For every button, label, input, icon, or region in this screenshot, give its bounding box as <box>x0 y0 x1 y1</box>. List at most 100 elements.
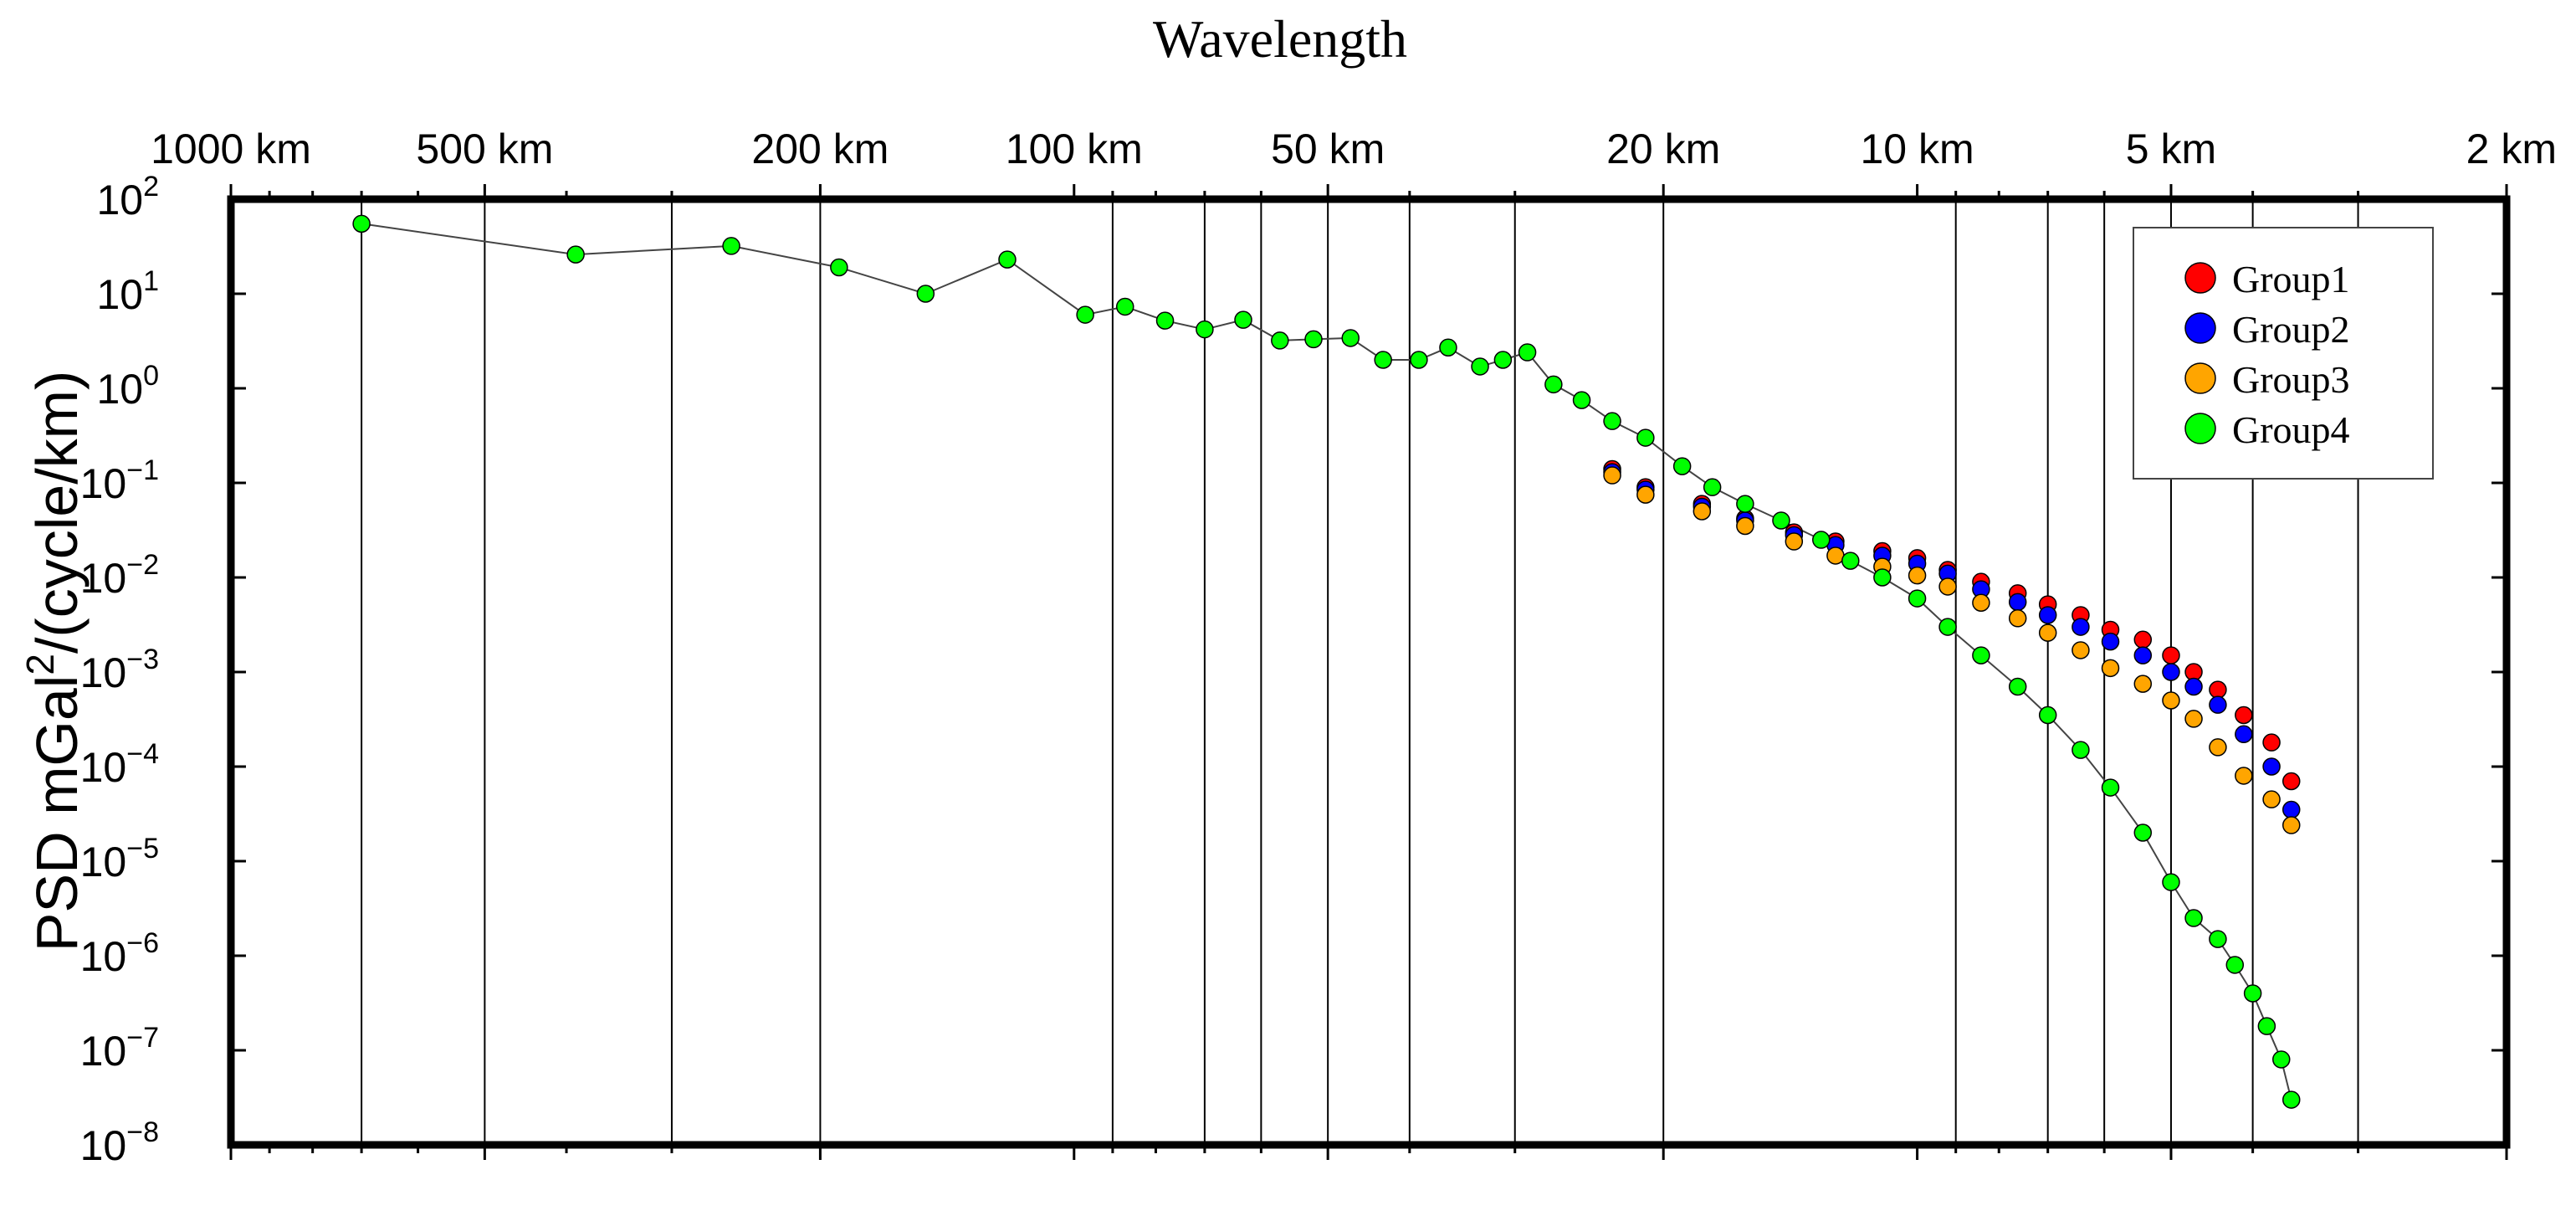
data-point-group4 <box>1603 412 1621 430</box>
data-point-group3 <box>1693 502 1712 521</box>
data-point-group4 <box>2162 873 2180 891</box>
legend-label-group2: Group2 <box>2232 308 2350 351</box>
data-point-group2 <box>2072 618 2090 636</box>
y-tick-exp: 1 <box>143 265 159 297</box>
data-point-group1 <box>2209 680 2227 699</box>
data-point-group4 <box>1234 310 1252 329</box>
y-tick-base: 10 <box>80 1122 127 1169</box>
data-point-group3 <box>2101 659 2120 678</box>
data-point-group4 <box>1271 331 1289 350</box>
data-point-group3 <box>2133 675 2153 693</box>
data-point-group3 <box>1736 516 1754 536</box>
data-point-group3 <box>1908 566 1927 585</box>
data-point-group1 <box>2133 630 2153 649</box>
svg-text:PSD mGal2/(cycle/km): PSD mGal2/(cycle/km) <box>18 371 90 952</box>
y-tick-label: 10−7 <box>80 1022 159 1075</box>
data-point-group4 <box>1908 589 1927 608</box>
data-point-group4 <box>1341 329 1360 347</box>
data-point-group3 <box>1636 485 1655 504</box>
y-tick-exp: −7 <box>126 1022 159 1054</box>
legend-marker-group1 <box>2184 262 2216 294</box>
y-tick-base: 10 <box>80 460 127 507</box>
legend-label-group1: Group1 <box>2232 258 2350 300</box>
data-point-group4 <box>998 250 1017 269</box>
data-point-group3 <box>2008 609 2027 628</box>
group4-line <box>361 223 2292 1101</box>
y-tick-label: 10−2 <box>80 549 159 602</box>
data-point-group1 <box>2282 772 2301 791</box>
y-tick-label: 10−3 <box>80 644 159 696</box>
data-point-group4 <box>1439 338 1457 357</box>
data-point-group4 <box>1873 568 1892 587</box>
data-point-group3 <box>1785 532 1804 551</box>
y-tick-exp: −8 <box>126 1116 159 1148</box>
data-point-group4 <box>1672 457 1692 475</box>
y-tick-label: 10−6 <box>80 927 159 980</box>
vertical-grid-lines <box>361 199 2359 1145</box>
legend-label-group3: Group3 <box>2232 358 2350 401</box>
data-point-group1 <box>2235 705 2253 725</box>
data-point-group3 <box>2209 738 2227 757</box>
data-point-group4 <box>2038 705 2057 725</box>
data-point-group4 <box>1155 311 1175 330</box>
data-point-group4 <box>1304 330 1323 349</box>
y-tick-label: 100 <box>96 360 159 413</box>
y-tick-exp: 0 <box>143 360 159 392</box>
data-point-group4 <box>1493 351 1513 369</box>
y-tick-base: 10 <box>96 177 143 223</box>
data-point-group4 <box>1076 305 1094 324</box>
legend: Group1 Group2 Group3 Group4 <box>2133 227 2434 480</box>
data-point-group4 <box>1410 351 1428 369</box>
y-axis-label-sup: 2 <box>18 654 62 675</box>
data-point-group3 <box>2184 710 2203 728</box>
x-tick-label: 2 km <box>2466 126 2557 172</box>
y-tick-base: 10 <box>80 649 127 696</box>
data-point-group2 <box>2282 800 2301 819</box>
x-tick-label: 200 km <box>751 126 889 172</box>
data-point-group2 <box>2038 606 2057 624</box>
data-point-group4 <box>1374 351 1392 369</box>
data-point-group4 <box>830 258 848 277</box>
y-tick-exp: −1 <box>126 454 159 486</box>
y-tick-base: 10 <box>80 555 127 602</box>
data-point-group4 <box>2257 1017 2276 1035</box>
legend-marker-group3 <box>2184 362 2216 394</box>
legend-box <box>2133 227 2434 480</box>
x-tick-label: 50 km <box>1271 126 1385 172</box>
y-axis-label: PSD mGal2/(cycle/km) <box>18 371 90 952</box>
data-point-group3 <box>1938 577 1957 596</box>
data-point-group4 <box>1572 391 1591 409</box>
y-tick-base: 10 <box>80 933 127 980</box>
y-tick-label: 10−5 <box>80 833 159 885</box>
data-point-group2 <box>2101 632 2120 651</box>
chart-title: Wavelength <box>1153 9 1407 69</box>
data-point-group4 <box>2282 1090 2301 1109</box>
x-tick-label: 5 km <box>2126 126 2216 172</box>
y-tick-base: 10 <box>80 1028 127 1075</box>
data-point-group4 <box>1115 297 1134 316</box>
data-point-group3 <box>2282 816 2301 834</box>
y-tick-exp: −5 <box>126 833 159 865</box>
x-tick-label: 500 km <box>416 126 553 172</box>
y-tick-exp: −3 <box>126 644 159 675</box>
data-point-group4 <box>2072 741 2090 759</box>
y-tick-label: 102 <box>96 171 159 223</box>
data-point-group4 <box>1544 375 1563 394</box>
legend-label-group4: Group4 <box>2232 408 2350 451</box>
data-point-group4 <box>2133 823 2153 842</box>
data-point-group2 <box>2133 646 2153 664</box>
y-tick-exp: 2 <box>143 171 159 203</box>
data-points <box>352 214 2301 1109</box>
y-tick-base: 10 <box>96 366 143 413</box>
data-point-group3 <box>2038 623 2057 642</box>
x-tick-label: 100 km <box>1006 126 1143 172</box>
data-point-group4 <box>1196 320 1214 339</box>
data-point-group3 <box>1826 546 1845 565</box>
data-point-group4 <box>2243 984 2262 1003</box>
data-point-group2 <box>2162 663 2180 681</box>
data-point-group2 <box>2008 593 2027 612</box>
data-point-group4 <box>352 214 371 233</box>
data-point-group4 <box>1703 478 1722 496</box>
x-tick-label: 20 km <box>1606 126 1720 172</box>
